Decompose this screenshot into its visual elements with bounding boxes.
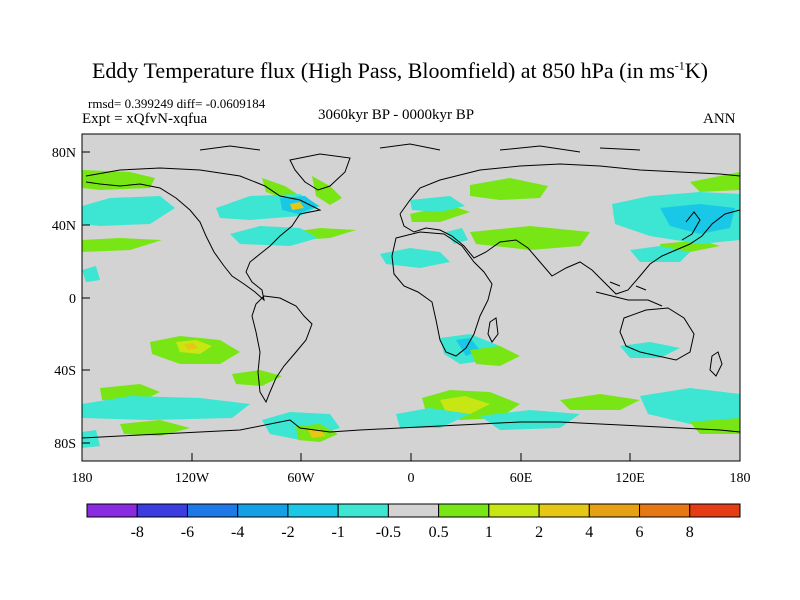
colorbar-segment [387, 503, 440, 518]
colorbar-label: -6 [181, 524, 194, 541]
coastlines [82, 143, 740, 439]
field-negative [380, 248, 450, 268]
colorbar-segment [86, 503, 138, 518]
colorbar-label: 8 [686, 524, 694, 541]
colorbar-label: -8 [131, 524, 144, 541]
colorbar-label: 6 [636, 524, 644, 541]
colorbar-segment [639, 503, 691, 518]
lon-label: 180 [730, 471, 751, 486]
experiment-label: Expt = xQfvN-xqfua [82, 111, 208, 127]
field-negative [480, 410, 580, 430]
coastline-japan [681, 211, 701, 241]
colorbar-label: 2 [535, 524, 543, 541]
field-negative [410, 196, 465, 212]
lat-label: 40N [52, 219, 76, 234]
colorbar-segment [588, 503, 641, 518]
plot-title: Eddy Temperature flux (High Pass, Bloomf… [0, 58, 800, 84]
lon-label: 120W [175, 471, 210, 486]
coastline-australia [619, 307, 695, 361]
coastline-eurasia [399, 163, 740, 295]
field-positive [560, 394, 640, 410]
colorbar-segment [438, 503, 490, 518]
title-main: Eddy Temperature flux (High Pass, Bloomf… [91, 58, 675, 83]
title-suffix: K) [684, 58, 708, 83]
period-label: 3060kyr BP - 0000kyr BP [318, 107, 475, 123]
colorbar-segment [287, 503, 339, 518]
lon-label: 60W [287, 471, 315, 486]
field-positive-core [184, 343, 198, 350]
field-positive-core [290, 202, 304, 210]
lon-label: 60E [510, 471, 533, 486]
field-negative [82, 396, 250, 420]
field-positive [82, 238, 162, 252]
coastline-indonesia [595, 281, 663, 307]
colorbar-segment [538, 503, 590, 518]
colorbar-label: -4 [231, 524, 244, 541]
colorbar-label: 0.5 [429, 524, 449, 541]
lat-axis [82, 151, 90, 444]
lat-labels: 80N 40N 0 40S 80S [52, 146, 76, 452]
colorbar-segment [488, 503, 540, 518]
season-label: ANN [703, 111, 736, 127]
colorbar-label: -2 [281, 524, 294, 541]
field-positive [470, 178, 548, 200]
coastline-new-zealand [709, 351, 723, 377]
field-positive [232, 370, 282, 386]
field-positive [82, 170, 155, 190]
field-negative [82, 196, 175, 226]
lat-label: 80S [54, 437, 76, 452]
colorbar-labels: -8 -6 -4 -2 -1 -0.5 0.5 1 2 4 6 8 [131, 524, 694, 541]
colorbar-segment [186, 503, 239, 518]
colorbar-label: -0.5 [376, 524, 401, 541]
anomaly-fields [82, 170, 740, 448]
lon-labels: 180 120W 60W 0 60E 120E 180 [72, 471, 751, 486]
field-negative [640, 388, 740, 424]
colorbar-label: 4 [585, 524, 593, 541]
colorbar-segment [689, 503, 741, 518]
field-positive [120, 420, 190, 436]
field-positive [410, 205, 470, 222]
colorbar-segment [237, 503, 289, 518]
colorbar-segment [337, 503, 389, 518]
coastline-africa [391, 231, 493, 357]
lon-label: 0 [408, 471, 415, 486]
field-positive [312, 176, 342, 205]
field-negative [82, 266, 100, 282]
lon-label: 180 [72, 471, 93, 486]
colorbar [86, 503, 741, 518]
title-superscript: -1 [674, 58, 685, 73]
coastline-north-america [85, 167, 322, 302]
colorbar-segment [136, 503, 188, 518]
colorbar-label: -1 [331, 524, 344, 541]
colorbar-label: 1 [485, 524, 493, 541]
lat-label: 40S [54, 364, 76, 379]
field-negative [230, 226, 318, 246]
field-negative [396, 408, 470, 428]
coastline-greenland [289, 153, 351, 191]
stats-line: rmsd= 0.399249 diff= -0.0609184 [88, 96, 266, 111]
coastline-south-america [251, 295, 313, 404]
field-positive [470, 226, 590, 250]
lat-label: 0 [69, 292, 76, 307]
lon-label: 120E [615, 471, 645, 486]
field-negative [620, 342, 680, 358]
field-positive [690, 172, 740, 192]
coastline-madagascar [487, 317, 499, 343]
lat-label: 80N [52, 146, 76, 161]
field-negative [446, 228, 468, 244]
coastline-antarctica [82, 419, 740, 439]
lon-axis [81, 453, 741, 461]
field-positive-medium [440, 396, 490, 414]
field-positive [690, 418, 740, 434]
field-positive [470, 346, 520, 366]
field-negative-strong [660, 204, 735, 234]
coastline-arctic-islands [199, 143, 641, 153]
